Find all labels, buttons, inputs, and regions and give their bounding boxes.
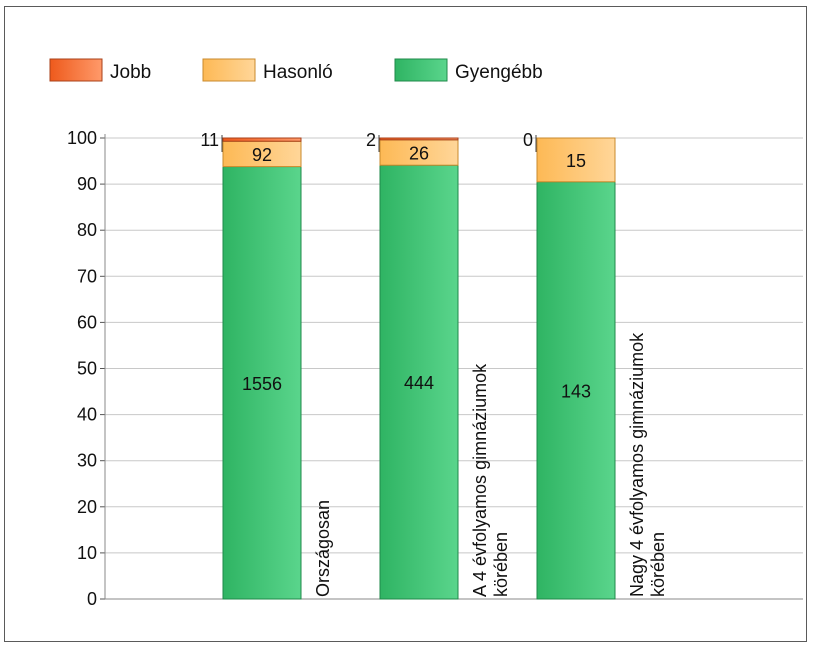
category-label-line: körében (648, 532, 668, 597)
category-label-line: Nagy 4 évfolyamos gimnáziumok (627, 332, 647, 597)
category-label-0: Országosan (313, 500, 333, 597)
bar-segment-jobb (379, 137, 459, 141)
bar-group-1: 444 26 2 A 4 évfolyamos gimnáziumokkörében (366, 130, 511, 600)
y-tick-label: 0 (87, 589, 97, 609)
y-tick-label: 70 (77, 266, 97, 286)
value-label-gyengébb: 143 (561, 381, 591, 401)
value-label-gyengébb: 1556 (242, 374, 282, 394)
y-tick-label: 20 (77, 497, 97, 517)
value-label-hasonló: 92 (252, 145, 272, 165)
y-tick-label: 30 (77, 451, 97, 471)
value-label-jobb: 0 (523, 130, 533, 150)
y-tick-label: 90 (77, 174, 97, 194)
legend-label-1: Hasonló (263, 62, 333, 83)
category-label-1: A 4 évfolyamos gimnáziumokkörében (470, 363, 511, 597)
bar-group-2: 143 15 0 Nagy 4 évfolyamos gimnáziumokköréb… (523, 130, 668, 600)
value-label-jobb: 2 (366, 130, 376, 150)
stacked-bar-chart: Jobb Hasonló Gyengébb 01020304050607080901… (49, 58, 803, 609)
y-tick-label: 40 (77, 405, 97, 425)
y-tick-label: 100 (67, 128, 97, 148)
value-label-hasonló: 26 (409, 144, 429, 164)
y-axis: 0 10 20 30 40 50 60 70 80 90 100 (67, 128, 106, 609)
legend-swatch-0 (49, 58, 103, 82)
legend-swatch-2 (394, 58, 448, 82)
bar-segment-gyengébb (222, 166, 302, 600)
legend-label-2: Gyengébb (455, 62, 543, 83)
y-tick-label: 10 (77, 543, 97, 563)
category-label-2: Nagy 4 évfolyamos gimnáziumokkörében (627, 332, 668, 597)
category-label-line: Országosan (313, 500, 333, 597)
legend-label-0: Jobb (110, 62, 151, 83)
value-label-jobb: 11 (200, 130, 219, 150)
legend-swatch-1 (202, 58, 256, 82)
bar-segment-hasonló (536, 137, 616, 183)
category-label-line: körében (491, 532, 511, 597)
bar-segment-gyengébb (536, 181, 616, 600)
value-label-hasonló: 15 (566, 151, 586, 171)
bars: 1556 92 11 Országosan 444 26 2 A 4 évfolyamos g… (200, 130, 668, 600)
bar-group-0: 1556 92 11 Országosan (200, 130, 333, 600)
category-label-line: A 4 évfolyamos gimnáziumok (470, 363, 490, 597)
value-label-gyengébb: 444 (404, 373, 434, 393)
bar-segment-jobb (222, 137, 302, 142)
legend: Jobb Hasonló Gyengébb (49, 58, 543, 83)
bar-segment-gyengébb (379, 164, 459, 600)
y-tick-label: 80 (77, 220, 97, 240)
y-tick-label: 60 (77, 312, 97, 332)
bar-segment-hasonló (222, 140, 302, 168)
chart-frame: Jobb Hasonló Gyengébb 0 10 20 30 40 50 60 70 80 90 1… (4, 6, 807, 642)
y-tick-label: 50 (77, 359, 97, 379)
